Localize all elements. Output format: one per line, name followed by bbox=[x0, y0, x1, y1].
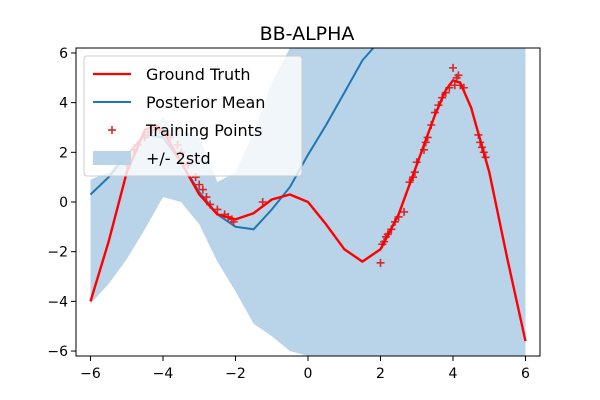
legend: Ground Truth Posterior Mean Training Poi… bbox=[83, 55, 303, 177]
y-tick-label: −2 bbox=[47, 245, 68, 261]
x-tick-label: 0 bbox=[304, 366, 313, 382]
training-point bbox=[202, 193, 211, 202]
legend-label-ground-truth: Ground Truth bbox=[146, 65, 251, 84]
y-tick-label: 4 bbox=[59, 96, 68, 112]
x-tick-label: −6 bbox=[80, 366, 101, 382]
training-point bbox=[195, 180, 204, 189]
x-tick-label: 4 bbox=[449, 366, 458, 382]
training-point bbox=[213, 205, 222, 214]
training-point bbox=[454, 71, 463, 80]
training-point bbox=[198, 185, 207, 194]
chart-title: BB-ALPHA bbox=[260, 23, 355, 45]
legend-swatch-training-points bbox=[108, 126, 116, 134]
x-tick-label: −2 bbox=[225, 366, 246, 382]
training-point bbox=[258, 198, 267, 206]
legend-label-posterior-mean: Posterior Mean bbox=[146, 93, 265, 112]
training-point bbox=[449, 63, 457, 72]
x-tick-label: −4 bbox=[153, 366, 174, 382]
legend-label-band: +/- 2std bbox=[146, 149, 211, 168]
legend-box bbox=[83, 55, 303, 177]
y-tick-label: −6 bbox=[47, 344, 68, 360]
y-tick-label: 6 bbox=[59, 46, 68, 62]
x-tick-label: 2 bbox=[376, 366, 385, 382]
legend-label-training-points: Training Points bbox=[145, 121, 262, 140]
y-tick-label: 0 bbox=[59, 195, 68, 211]
legend-swatch-band bbox=[93, 151, 131, 165]
training-point bbox=[376, 258, 385, 267]
training-point bbox=[400, 207, 409, 216]
x-tick-label: 6 bbox=[521, 366, 530, 382]
y-tick-label: 2 bbox=[59, 145, 68, 161]
y-tick-label: −4 bbox=[47, 294, 68, 310]
